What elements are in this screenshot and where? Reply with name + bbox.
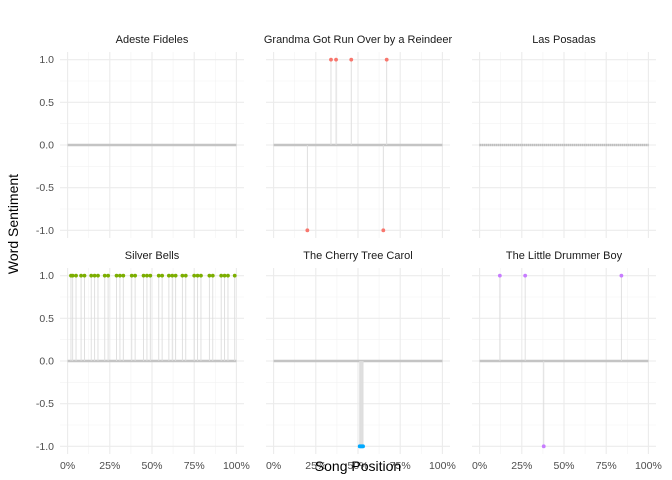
y-axis-title: Word Sentiment: [5, 174, 21, 274]
facet-panel: Las Posadas: [472, 34, 656, 238]
data-point: [349, 57, 354, 62]
y-tick-label: -0.5: [36, 398, 54, 410]
facet-panels: Adeste Fideles 1.0 0.5 0.0 -0.5 -1.0 Grandma G…: [36, 34, 662, 472]
data-point: [89, 273, 94, 278]
data-point: [180, 273, 185, 278]
x-tick-label: 75%: [596, 460, 617, 472]
facet-panel: Adeste Fideles 1.0 0.5 0.0 -0.5 -1.0: [36, 34, 244, 238]
facet-title: The Little Drummer Boy: [506, 250, 623, 262]
data-point: [226, 273, 230, 278]
data-point: [106, 273, 111, 278]
data-point: [70, 273, 75, 278]
facet-title: The Cherry Tree Carol: [303, 250, 412, 262]
data-point: [118, 273, 122, 278]
data-point: [207, 273, 212, 278]
x-tick-label: 75%: [184, 460, 205, 472]
data-point: [195, 273, 200, 278]
data-point: [148, 273, 153, 278]
x-tick-label: 100%: [223, 460, 250, 472]
data-point: [183, 273, 188, 278]
data-point: [232, 273, 237, 278]
data-point: [173, 273, 178, 278]
data-point: [199, 273, 203, 278]
data-point: [129, 273, 134, 278]
data-point: [96, 273, 100, 278]
data-point: [166, 273, 171, 278]
x-tick-label: 100%: [429, 460, 456, 472]
y-tick-label: 0.0: [39, 140, 54, 152]
y-tick-label: -1.0: [36, 441, 54, 453]
data-point: [619, 273, 624, 278]
y-tick-label: -0.5: [36, 182, 54, 194]
x-tick-label: 100%: [635, 460, 662, 472]
facet-panel: The Cherry Tree Carol 0% 25% 50% 75% 100%: [266, 250, 456, 472]
facet-title: Adeste Fideles: [116, 34, 189, 46]
data-point: [210, 273, 215, 278]
y-tick-label: 1.0: [39, 270, 54, 282]
data-point: [92, 273, 97, 278]
x-tick-label: 0%: [472, 460, 487, 472]
y-tick-label: 0.5: [39, 313, 54, 325]
data-point: [82, 273, 87, 278]
data-point: [170, 273, 175, 278]
data-point: [141, 273, 146, 278]
y-tick-label: 1.0: [39, 54, 54, 66]
facet-title: Grandma Got Run Over by a Reindeer: [264, 34, 453, 46]
data-point: [133, 273, 138, 278]
data-point: [156, 273, 161, 278]
facet-panel: Silver Bells 1.0 0.5 0.0 -0.5 -1.0 0% 25% 50% 75%…: [36, 250, 250, 472]
data-point: [329, 57, 333, 62]
x-axis-title: Song Position: [315, 458, 401, 474]
data-point: [192, 273, 197, 278]
facet-title: Silver Bells: [125, 250, 180, 262]
data-point: [541, 444, 546, 449]
data-point: [79, 273, 84, 278]
data-point: [222, 273, 227, 278]
data-point: [384, 57, 389, 62]
x-tick-label: 50%: [347, 460, 368, 472]
data-point: [74, 273, 78, 278]
x-tick-label: 50%: [141, 460, 162, 472]
x-tick-label: 25%: [305, 460, 326, 472]
data-point: [523, 273, 528, 278]
data-point: [334, 57, 338, 62]
data-point: [219, 273, 224, 278]
data-point: [145, 273, 149, 278]
data-point: [114, 273, 119, 278]
data-point: [381, 228, 386, 233]
data-point: [102, 273, 107, 278]
y-tick-label: 0.0: [39, 356, 54, 368]
x-tick-label: 50%: [553, 460, 574, 472]
data-point: [497, 273, 502, 278]
data-point: [361, 444, 365, 449]
data-point: [160, 273, 165, 278]
facet-title: Las Posadas: [532, 34, 596, 46]
x-tick-label: 0%: [266, 460, 281, 472]
facet-panel: The Little Drummer Boy 0% 25% 50% 75% 100%: [472, 250, 662, 472]
x-tick-label: 25%: [99, 460, 120, 472]
data-point: [305, 228, 310, 233]
y-tick-label: 0.5: [39, 97, 54, 109]
x-tick-label: 75%: [390, 460, 411, 472]
x-tick-label: 0%: [60, 460, 75, 472]
x-tick-label: 25%: [511, 460, 532, 472]
data-point: [121, 273, 126, 278]
y-tick-label: -1.0: [36, 225, 54, 237]
facet-panel: Grandma Got Run Over by a Reindeer: [264, 34, 453, 238]
